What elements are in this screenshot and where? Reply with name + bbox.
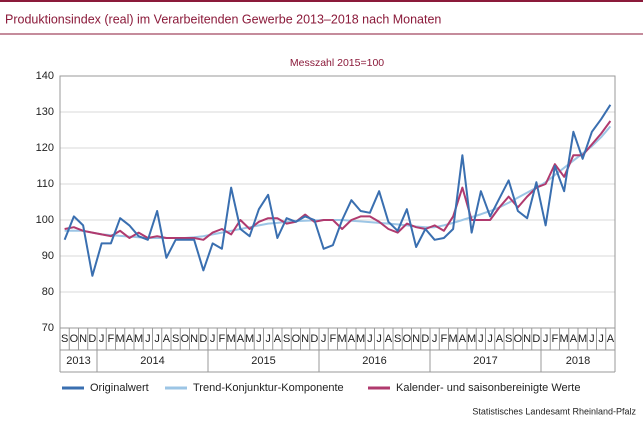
x-tick-label: D — [532, 333, 540, 345]
x-tick-label: S — [172, 333, 179, 345]
x-tick-label: J — [265, 333, 271, 345]
x-tick-label: S — [61, 333, 68, 345]
year-label: 2013 — [66, 355, 90, 367]
x-tick-label: D — [310, 333, 318, 345]
x-tick-label: O — [70, 333, 79, 345]
year-label: 2017 — [473, 355, 497, 367]
series-line — [64, 125, 612, 239]
source: Statistisches Landesamt Rheinland-Pfalz — [472, 406, 636, 416]
y-tick-label: 100 — [36, 214, 54, 226]
x-tick-label: D — [88, 333, 96, 345]
x-tick-label: O — [181, 333, 190, 345]
x-tick-label: F — [441, 333, 448, 345]
x-tick-label: M — [245, 333, 254, 345]
x-tick-label: N — [523, 333, 531, 345]
x-tick-label: O — [514, 333, 523, 345]
x-tick-label: A — [163, 333, 171, 345]
y-tick-label: 90 — [42, 250, 54, 262]
x-tick-label: M — [467, 333, 476, 345]
legend-label: Trend-Konjunktur-Komponente — [193, 382, 344, 394]
x-tick-label: D — [421, 333, 429, 345]
x-tick-label: M — [560, 333, 569, 345]
x-tick-label: F — [219, 333, 226, 345]
year-label: 2015 — [251, 355, 275, 367]
x-tick-label: M — [227, 333, 236, 345]
x-tick-label: J — [256, 333, 262, 345]
x-tick-label: A — [385, 333, 393, 345]
x-tick-label: M — [338, 333, 347, 345]
x-tick-label: J — [478, 333, 484, 345]
x-tick-label: A — [274, 333, 282, 345]
x-tick-label: M — [578, 333, 587, 345]
x-tick-label: A — [237, 333, 245, 345]
x-tick-label: O — [292, 333, 301, 345]
x-tick-label: M — [134, 333, 143, 345]
series-line — [64, 120, 612, 241]
x-tick-label: F — [330, 333, 337, 345]
year-label: 2018 — [566, 355, 590, 367]
x-tick-label: J — [487, 333, 493, 345]
x-tick-label: J — [210, 333, 216, 345]
x-tick-label: A — [459, 333, 467, 345]
y-tick-label: 130 — [36, 106, 54, 118]
year-label: 2016 — [362, 355, 386, 367]
x-tick-label: A — [126, 333, 134, 345]
chart-title: Produktionsindex (real) im Verarbeitende… — [5, 12, 441, 26]
x-tick-label: N — [301, 333, 309, 345]
y-tick-label: 120 — [36, 142, 54, 154]
series-line — [63, 104, 612, 277]
x-tick-label: D — [199, 333, 207, 345]
y-tick-label: 70 — [42, 322, 54, 334]
x-tick-label: F — [552, 333, 559, 345]
x-tick-label: N — [190, 333, 198, 345]
x-tick-label: O — [403, 333, 412, 345]
x-tick-label: N — [79, 333, 87, 345]
year-label: 2014 — [140, 355, 164, 367]
y-tick-label: 80 — [42, 286, 54, 298]
x-tick-label: J — [589, 333, 595, 345]
x-tick-label: S — [283, 333, 290, 345]
x-tick-label: M — [356, 333, 365, 345]
y-tick-label: 140 — [36, 70, 54, 82]
x-tick-label: J — [598, 333, 604, 345]
x-tick-label: A — [496, 333, 504, 345]
x-tick-label: J — [145, 333, 151, 345]
x-tick-label: A — [607, 333, 615, 345]
legend-label: Originalwert — [90, 382, 149, 394]
x-tick-label: M — [116, 333, 125, 345]
x-tick-label: S — [394, 333, 401, 345]
x-tick-label: F — [108, 333, 115, 345]
x-tick-label: J — [376, 333, 382, 345]
x-tick-label: M — [449, 333, 458, 345]
x-tick-label: A — [348, 333, 356, 345]
legend-label: Kalender- und saisonbereinigte Werte — [396, 382, 580, 394]
x-tick-label: J — [367, 333, 373, 345]
x-tick-label: J — [543, 333, 549, 345]
x-tick-label: J — [154, 333, 160, 345]
x-tick-label: S — [505, 333, 512, 345]
x-tick-label: J — [99, 333, 105, 345]
y-tick-label: 110 — [36, 178, 54, 190]
x-tick-label: N — [412, 333, 420, 345]
x-tick-label: J — [321, 333, 327, 345]
x-tick-label: A — [570, 333, 578, 345]
x-tick-label: J — [432, 333, 438, 345]
subtitle: Messzahl 2015=100 — [290, 57, 384, 69]
